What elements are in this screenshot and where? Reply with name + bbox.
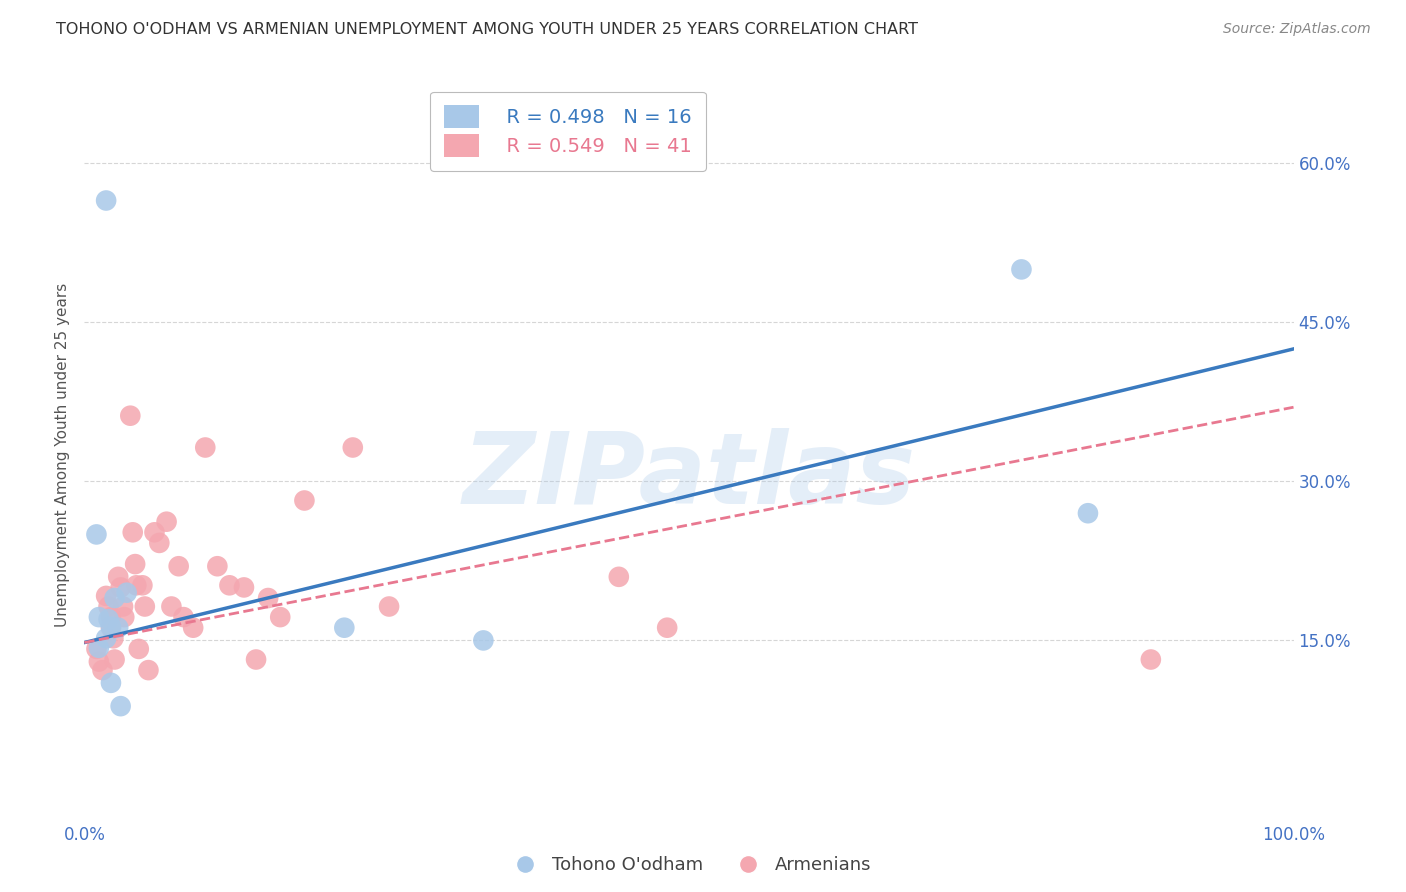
Point	[94, 632, 117, 646]
Point	[87, 610, 110, 624]
Point	[207, 559, 229, 574]
Point	[294, 493, 316, 508]
Y-axis label: Unemployment Among Youth under 25 years: Unemployment Among Youth under 25 years	[55, 283, 70, 627]
Point	[269, 610, 291, 624]
Text: ZIPatlas: ZIPatlas	[463, 428, 915, 525]
Point	[103, 632, 125, 646]
Point	[86, 527, 108, 541]
Point	[100, 620, 122, 634]
Point	[167, 559, 190, 574]
Point	[110, 699, 132, 714]
Point	[94, 194, 117, 208]
Point	[333, 621, 356, 635]
Point	[87, 640, 110, 655]
Point	[94, 589, 117, 603]
Point	[91, 663, 114, 677]
Point	[1140, 652, 1163, 666]
Point	[100, 610, 122, 624]
Point	[112, 610, 135, 624]
Point	[233, 581, 256, 595]
Point	[112, 599, 135, 614]
Point	[128, 641, 150, 656]
Point	[657, 621, 679, 635]
Point	[124, 557, 146, 571]
Point	[97, 599, 120, 614]
Point	[342, 441, 364, 455]
Point	[1010, 262, 1032, 277]
Point	[86, 641, 108, 656]
Point	[148, 536, 170, 550]
Text: Source: ZipAtlas.com: Source: ZipAtlas.com	[1223, 22, 1371, 37]
Point	[120, 409, 142, 423]
Point	[104, 652, 127, 666]
Point	[121, 525, 143, 540]
Point	[160, 599, 183, 614]
Point	[257, 591, 280, 605]
Point	[173, 610, 195, 624]
Point	[97, 612, 120, 626]
Point	[378, 599, 401, 614]
Point	[194, 441, 217, 455]
Point	[125, 578, 148, 592]
Point	[143, 525, 166, 540]
Point	[607, 570, 630, 584]
Point	[107, 621, 129, 635]
Point	[181, 621, 204, 635]
Point	[110, 581, 132, 595]
Point	[134, 599, 156, 614]
Text: TOHONO O'ODHAM VS ARMENIAN UNEMPLOYMENT AMONG YOUTH UNDER 25 YEARS CORRELATION C: TOHONO O'ODHAM VS ARMENIAN UNEMPLOYMENT …	[56, 22, 918, 37]
Point	[245, 652, 267, 666]
Point	[115, 585, 138, 599]
Point	[100, 676, 122, 690]
Point	[87, 655, 110, 669]
Legend: Tohono O'odham, Armenians: Tohono O'odham, Armenians	[499, 848, 879, 881]
Point	[155, 515, 177, 529]
Point	[100, 621, 122, 635]
Point	[472, 633, 495, 648]
Point	[104, 591, 127, 605]
Point	[138, 663, 160, 677]
Point	[218, 578, 240, 592]
Point	[1077, 506, 1099, 520]
Point	[107, 570, 129, 584]
Point	[131, 578, 153, 592]
